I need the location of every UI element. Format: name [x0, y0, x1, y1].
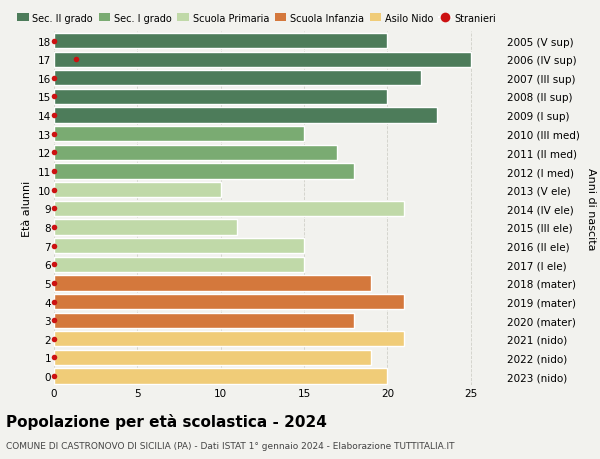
Bar	[54, 257, 304, 272]
Bar	[54, 201, 404, 217]
Text: COMUNE DI CASTRONOVO DI SICILIA (PA) - Dati ISTAT 1° gennaio 2024 - Elaborazione: COMUNE DI CASTRONOVO DI SICILIA (PA) - D…	[6, 441, 455, 450]
Bar	[54, 183, 221, 198]
Bar	[54, 350, 371, 365]
Legend: Sec. II grado, Sec. I grado, Scuola Primaria, Scuola Infanzia, Asilo Nido, Stran: Sec. II grado, Sec. I grado, Scuola Prim…	[17, 14, 496, 24]
Bar	[54, 238, 304, 254]
Bar	[54, 71, 421, 86]
Bar	[54, 52, 470, 67]
Bar	[54, 275, 371, 291]
Bar	[54, 331, 404, 347]
Text: Popolazione per età scolastica - 2024: Popolazione per età scolastica - 2024	[6, 413, 327, 429]
Bar	[54, 108, 437, 123]
Bar	[54, 313, 354, 328]
Bar	[54, 127, 304, 142]
Y-axis label: Età alunni: Età alunni	[22, 181, 32, 237]
Bar	[54, 220, 238, 235]
Bar	[54, 294, 404, 309]
Y-axis label: Anni di nascita: Anni di nascita	[586, 168, 596, 250]
Bar	[54, 369, 388, 384]
Bar	[54, 90, 388, 105]
Bar	[54, 146, 337, 161]
Bar	[54, 34, 388, 49]
Bar	[54, 164, 354, 179]
